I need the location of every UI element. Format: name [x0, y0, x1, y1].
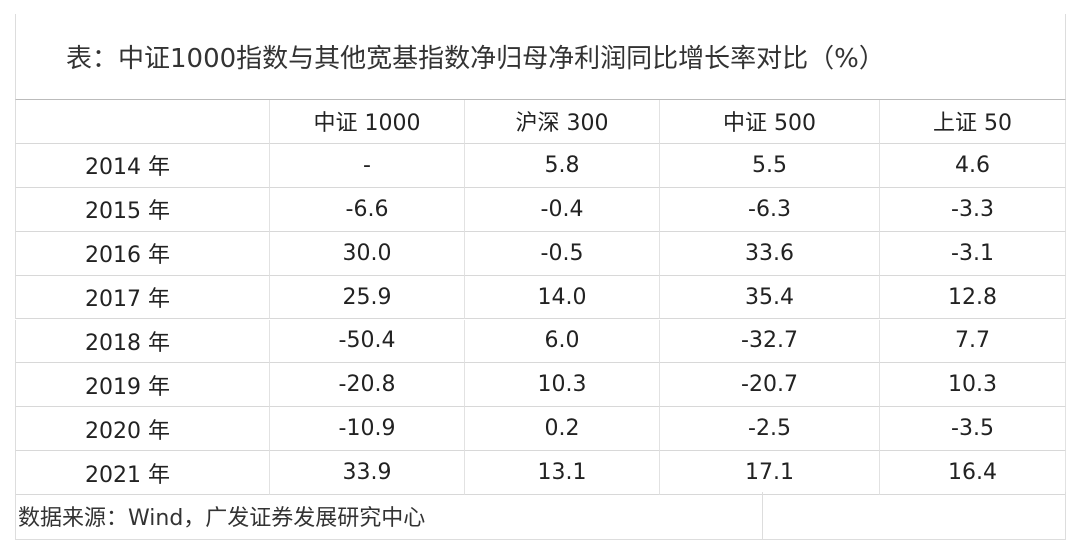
data-cell: 14.0	[465, 275, 660, 320]
data-cell: 12.8	[880, 275, 1066, 320]
divider	[762, 492, 763, 540]
data-cell: 17.1	[660, 451, 880, 496]
header-cell: 中证 500	[660, 100, 880, 144]
row-label: 2014 年	[15, 143, 270, 188]
title: 表：中证1000指数与其他宽基指数净归母净利润同比增长率对比（%）	[66, 44, 885, 74]
data-cell: -20.8	[270, 363, 465, 408]
row-label: 2015 年	[15, 187, 270, 232]
row-label: 2018 年	[15, 319, 270, 364]
data-cell: 0.2	[465, 407, 660, 452]
data-cell: -6.3	[660, 187, 880, 232]
data-cell: 33.9	[270, 451, 465, 496]
data-cell: -32.7	[660, 319, 880, 364]
data-cell: 30.0	[270, 231, 465, 276]
data-cell: 7.7	[880, 319, 1066, 364]
data-cell: -3.5	[880, 407, 1066, 452]
data-cell: 10.3	[465, 363, 660, 408]
row-label: 2019 年	[15, 363, 270, 408]
data-cell: 4.6	[880, 143, 1066, 188]
data-cell: 13.1	[465, 451, 660, 496]
data-cell: 35.4	[660, 275, 880, 320]
data-cell: -10.9	[270, 407, 465, 452]
data-cell: -3.3	[880, 187, 1066, 232]
row-label: 2017 年	[15, 275, 270, 320]
data-cell: 10.3	[880, 363, 1066, 408]
data-cell: -20.7	[660, 363, 880, 408]
data-cell: 33.6	[660, 231, 880, 276]
data-cell: 5.8	[465, 143, 660, 188]
data-cell: -6.6	[270, 187, 465, 232]
header-cell	[15, 100, 270, 144]
title-box: 表：中证1000指数与其他宽基指数净归母净利润同比增长率对比（%）	[15, 14, 1066, 100]
row-label: 2016 年	[15, 231, 270, 276]
data-cell: 5.5	[660, 143, 880, 188]
data-cell: -0.5	[465, 231, 660, 276]
row-label: 2021 年	[15, 451, 270, 496]
data-cell: 25.9	[270, 275, 465, 320]
data-cell: 6.0	[465, 319, 660, 364]
source-box: 数据来源：Wind，广发证券发展研究中心	[15, 492, 1066, 540]
header-cell: 沪深 300	[465, 100, 660, 144]
data-cell: -50.4	[270, 319, 465, 364]
header-cell: 中证 1000	[270, 100, 465, 144]
row-label: 2020 年	[15, 407, 270, 452]
data-cell: -	[270, 143, 465, 188]
data-cell: -2.5	[660, 407, 880, 452]
data-cell: 16.4	[880, 451, 1066, 496]
source: 数据来源：Wind，广发证券发展研究中心	[18, 505, 426, 531]
data-cell: -3.1	[880, 231, 1066, 276]
data-cell: -0.4	[465, 187, 660, 232]
header-cell: 上证 50	[880, 100, 1066, 144]
